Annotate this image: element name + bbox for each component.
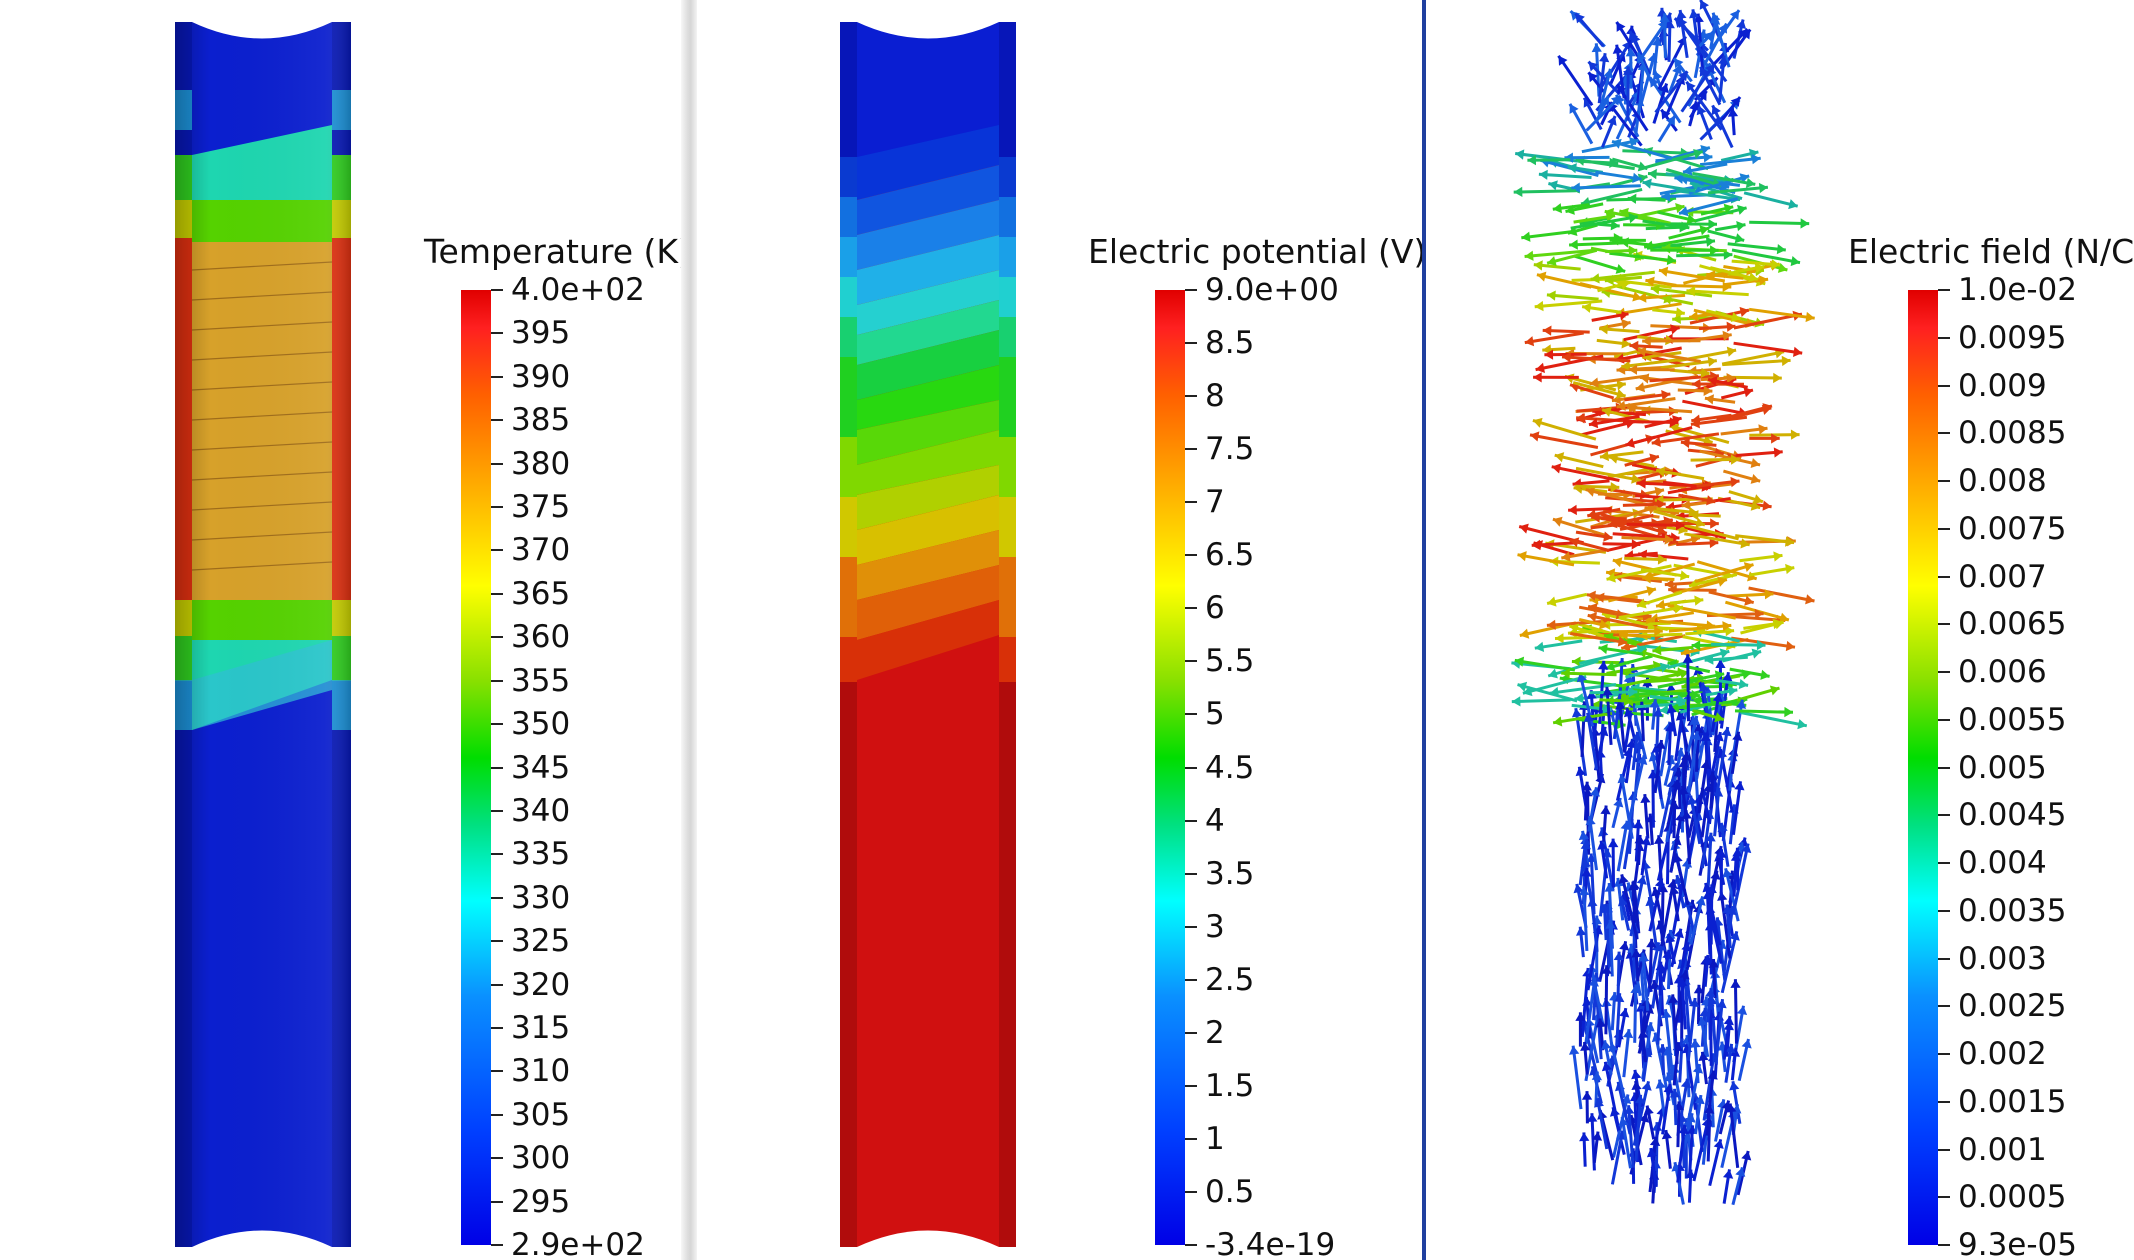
potential-colorbar bbox=[1155, 290, 1185, 1245]
colorbar-tick-label: 0.5 bbox=[1205, 1173, 1255, 1210]
colorbar-tick-label: 355 bbox=[511, 662, 571, 699]
colorbar-tick-label: 1.5 bbox=[1205, 1067, 1255, 1104]
potential-tick-labels: 9.0e+00 8.5 8 7.5 7 6.5 6 5.5 5 4.5 4 3.5 3 2.5 2 1.5 1 0… bbox=[1185, 272, 1422, 1260]
colorbar-tick-label: 2.5 bbox=[1205, 961, 1255, 998]
colorbar-tick-label: 6.5 bbox=[1205, 537, 1255, 574]
temperature-tick-labels: 4.0e+02 395 390 385 380 375 370 365 360 355 350 345… bbox=[491, 272, 681, 1260]
colorbar-tick-label: 305 bbox=[511, 1096, 571, 1133]
colorbar-tick-label: 390 bbox=[511, 358, 571, 395]
colorbar-tick-label: 310 bbox=[511, 1053, 571, 1090]
colorbar-tick-label: 360 bbox=[511, 619, 571, 656]
colorbar-tick-label: 385 bbox=[511, 402, 571, 439]
colorbar-tick-label: 7.5 bbox=[1205, 431, 1255, 468]
colorbar-tick-label: 0.0085 bbox=[1958, 415, 2067, 452]
colorbar-tick-label: 4.0e+02 bbox=[511, 272, 645, 308]
colorbar-tick-label: 0.001 bbox=[1958, 1131, 2047, 1168]
electric-field-glyphs bbox=[1511, 0, 1815, 1206]
colorbar-tick-label: 0.002 bbox=[1958, 1036, 2047, 1072]
colorbar-tick-label: 3 bbox=[1205, 908, 1225, 945]
colorbar-tick-label: 370 bbox=[511, 532, 571, 569]
active-view-border[interactable] bbox=[1422, 0, 1426, 1260]
colorbar-tick-label: 320 bbox=[511, 966, 571, 1003]
colorbar-tick-label: 345 bbox=[511, 749, 571, 786]
colorbar-tick-label: 375 bbox=[511, 489, 571, 526]
colorbar-tick-label: 4.5 bbox=[1205, 749, 1255, 786]
colorbar-tick-label: 0.0075 bbox=[1958, 510, 2067, 547]
colorbar-tick-label: 0.004 bbox=[1958, 845, 2047, 881]
colorbar-tick-label: 0.007 bbox=[1958, 558, 2047, 595]
colorbar-tick-label: 0.0065 bbox=[1958, 606, 2067, 643]
temperature-colorbar bbox=[461, 290, 491, 1245]
colorbar-tick-label: 335 bbox=[511, 836, 571, 873]
colorbar-tick-label: 8.5 bbox=[1205, 325, 1255, 362]
temperature-view[interactable]: Temperature (K) 4.0e+02 395 390 385 380 375 37… bbox=[0, 0, 681, 1260]
colorbar-tick-label: 9.0e+00 bbox=[1205, 272, 1339, 308]
colorbar-tick-label: 0.005 bbox=[1958, 749, 2047, 786]
temperature-render bbox=[175, 22, 351, 1247]
colorbar-tick-label: 295 bbox=[511, 1183, 571, 1220]
field-tick-labels: 1.0e-02 0.0095 0.009 0.0085 0.008 0.0075 0.007… bbox=[1938, 272, 2134, 1260]
colorbar-tick-label: 5 bbox=[1205, 696, 1225, 733]
colorbar-tick-label: 0.0035 bbox=[1958, 892, 2067, 929]
colorbar-tick-label: 0.0055 bbox=[1958, 701, 2067, 738]
colorbar-tick-label: 2 bbox=[1205, 1014, 1225, 1051]
colorbar-tick-label: 0.003 bbox=[1958, 940, 2047, 977]
colorbar-tick-label: 9.3e-05 bbox=[1958, 1227, 2078, 1260]
potential-legend-title: Electric potential (V) bbox=[1088, 232, 1422, 271]
colorbar-tick-label: -3.4e-19 bbox=[1205, 1227, 1336, 1260]
field-colorbar bbox=[1908, 290, 1938, 1245]
colorbar-tick-label: 0.009 bbox=[1958, 367, 2047, 404]
view-splitter[interactable] bbox=[681, 0, 697, 1260]
colorbar-tick-label: 3.5 bbox=[1205, 855, 1255, 892]
colorbar-tick-label: 340 bbox=[511, 792, 571, 829]
colorbar-tick-label: 350 bbox=[511, 706, 571, 743]
colorbar-tick-label: 0.0025 bbox=[1958, 988, 2067, 1025]
colorbar-tick-label: 0.0095 bbox=[1958, 319, 2067, 356]
colorbar-tick-label: 300 bbox=[511, 1140, 571, 1177]
field-legend-title: Electric field (N/C) bbox=[1848, 232, 2134, 271]
colorbar-tick-label: 0.0045 bbox=[1958, 797, 2067, 834]
field-view[interactable]: Electric field (N/C) 1.0e-02 0.0095 0.009 0… bbox=[1426, 0, 2134, 1260]
potential-view[interactable]: Electric potential (V) 9.0e+00 8.5 8 7.5 7 6.… bbox=[697, 0, 1422, 1260]
colorbar-tick-label: 4 bbox=[1205, 802, 1225, 839]
potential-render bbox=[840, 22, 1016, 1247]
colorbar-tick-label: 1.0e-02 bbox=[1958, 272, 2078, 308]
colorbar-tick-label: 395 bbox=[511, 315, 571, 352]
colorbar-tick-label: 0.0005 bbox=[1958, 1179, 2067, 1216]
colorbar-tick-label: 8 bbox=[1205, 378, 1225, 415]
colorbar-tick-label: 380 bbox=[511, 445, 571, 482]
colorbar-tick-label: 315 bbox=[511, 1009, 571, 1046]
colorbar-tick-label: 6 bbox=[1205, 590, 1225, 627]
colorbar-tick-label: 5.5 bbox=[1205, 643, 1255, 680]
colorbar-tick-label: 365 bbox=[511, 575, 571, 612]
colorbar-tick-label: 0.008 bbox=[1958, 463, 2047, 499]
colorbar-tick-label: 325 bbox=[511, 923, 571, 960]
colorbar-tick-label: 7 bbox=[1205, 484, 1225, 521]
temperature-legend-title: Temperature (K) bbox=[424, 232, 681, 271]
colorbar-tick-label: 1 bbox=[1205, 1120, 1225, 1157]
colorbar-tick-label: 0.006 bbox=[1958, 654, 2047, 690]
colorbar-tick-label: 330 bbox=[511, 879, 571, 916]
colorbar-tick-label: 2.9e+02 bbox=[511, 1227, 645, 1260]
colorbar-tick-label: 0.0015 bbox=[1958, 1083, 2067, 1120]
